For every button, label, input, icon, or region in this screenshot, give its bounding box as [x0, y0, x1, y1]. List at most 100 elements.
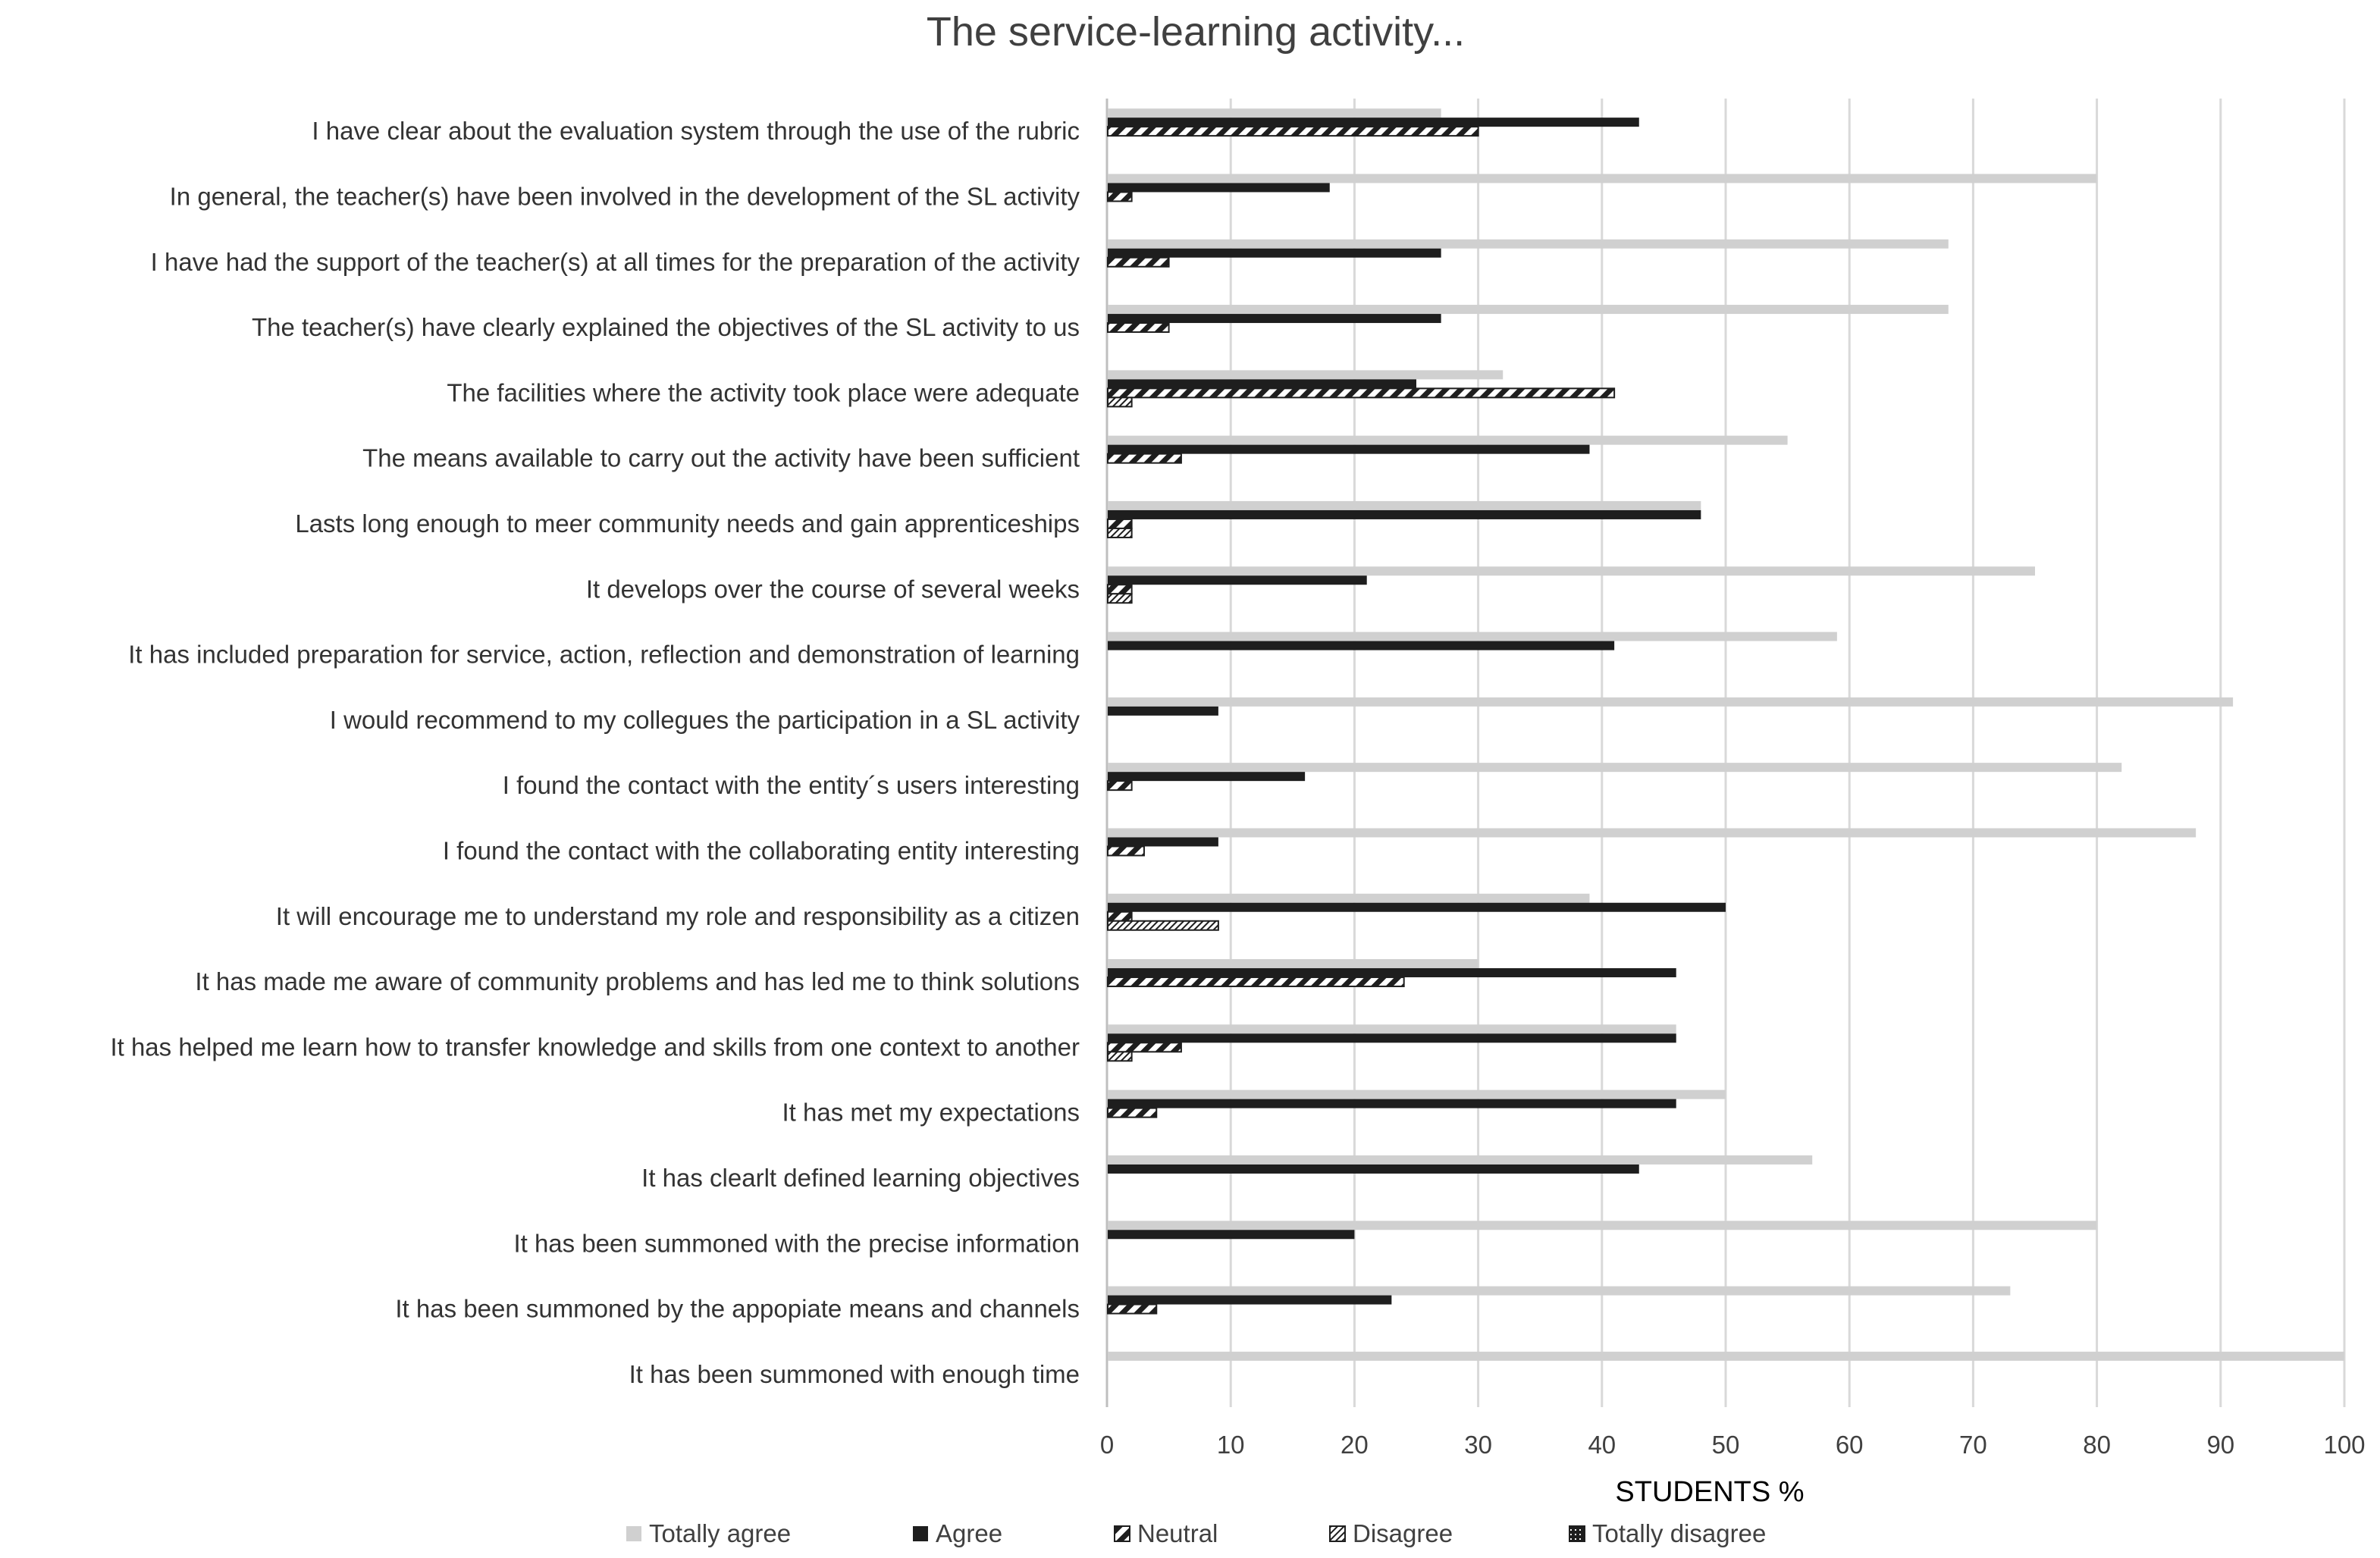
bar-totally-agree: [1108, 566, 2035, 576]
gridlines: [1105, 99, 2346, 1407]
bar-neutral: [1107, 976, 1405, 988]
x-tick-label: 80: [2083, 1431, 2111, 1459]
legend-swatch: [913, 1526, 928, 1541]
x-axis-label: STUDENTS %: [1615, 1476, 1804, 1508]
bar-disagree: [1107, 1051, 1133, 1062]
bar-disagree: [1107, 593, 1133, 604]
x-tick-label: 50: [1712, 1431, 1740, 1459]
bar-totally-agree: [1108, 697, 2234, 707]
legend-swatch: [626, 1526, 641, 1541]
bar-agree: [1108, 1230, 1355, 1240]
bar-agree: [1108, 379, 1416, 389]
bar-totally-agree: [1108, 1089, 1726, 1099]
bar-totally-agree: [1108, 500, 1701, 510]
bar-totally-agree: [1108, 763, 2122, 773]
bar-agree: [1108, 183, 1330, 193]
bar-totally-agree: [1108, 1024, 1676, 1034]
bar-disagree: [1107, 397, 1133, 408]
legend-label: Neutral: [1137, 1519, 1218, 1547]
category-label: Lasts long enough to meer community need…: [295, 509, 1080, 538]
x-tick-label: 10: [1217, 1431, 1245, 1459]
legend-swatch: [1569, 1525, 1585, 1542]
bar-neutral: [1107, 453, 1182, 464]
bar-agree: [1108, 641, 1615, 650]
legend: Totally agree Agree Neutral Disagree Totally…: [626, 1519, 1766, 1547]
category-label: It has made me aware of community proble…: [195, 967, 1080, 995]
bar-agree: [1108, 1033, 1676, 1043]
bar-totally-agree: [1108, 632, 1837, 641]
category-label: It has met my expectations: [782, 1099, 1080, 1127]
bar-totally-agree: [1108, 1286, 2011, 1296]
bar-agree: [1108, 118, 1639, 127]
bar-agree: [1108, 772, 1306, 782]
legend-label: Disagree: [1353, 1519, 1453, 1547]
category-label: The facilities where the activity took p…: [447, 378, 1080, 406]
bar-totally-agree: [1108, 959, 1478, 969]
bar-neutral: [1107, 1303, 1158, 1315]
category-label: The means available to carry out the act…: [362, 444, 1080, 472]
legend-label: Totally disagree: [1592, 1519, 1766, 1547]
x-tick-labels: 0 10 20 30 40 50 60 70 80 90 100: [1100, 1431, 2366, 1459]
bar-agree: [1108, 1295, 1392, 1305]
category-label: It has included preparation for service,…: [128, 641, 1080, 669]
x-tick-label: 90: [2206, 1431, 2234, 1459]
legend-swatch: [1329, 1525, 1346, 1542]
category-label: It has been summoned with the precise in…: [513, 1229, 1080, 1257]
bar-disagree: [1107, 920, 1219, 931]
chart-title: The service-learning activity...: [927, 9, 1465, 55]
bar-totally-agree: [1108, 1155, 1813, 1165]
bar-neutral: [1107, 1042, 1182, 1053]
bars: [1107, 108, 2344, 1361]
category-label: It has clearlt defined learning objectiv…: [641, 1164, 1080, 1192]
x-tick-label: 40: [1588, 1431, 1616, 1459]
bar-totally-agree: [1108, 239, 1949, 249]
bar-neutral: [1107, 845, 1145, 857]
bar-totally-agree: [1108, 828, 2197, 838]
category-label: It develops over the course of several w…: [586, 575, 1080, 603]
category-label: The teacher(s) have clearly explained th…: [252, 313, 1080, 341]
bar-agree: [1108, 509, 1701, 519]
bar-agree: [1108, 248, 1441, 258]
bar-totally-agree: [1108, 108, 1441, 118]
x-tick-label: 70: [1959, 1431, 1987, 1459]
bar-neutral: [1107, 256, 1170, 268]
bar-neutral: [1107, 1107, 1158, 1118]
x-tick-label: 30: [1464, 1431, 1492, 1459]
bar-totally-agree: [1108, 893, 1590, 903]
x-tick-label: 0: [1100, 1431, 1114, 1459]
bar-agree: [1108, 314, 1441, 324]
category-label: It has been summoned with enough time: [629, 1360, 1080, 1388]
category-label: I would recommend to my collegues the pa…: [330, 706, 1080, 734]
bar-neutral: [1107, 584, 1133, 595]
bar-agree: [1108, 444, 1590, 454]
category-label: In general, the teacher(s) have been inv…: [170, 182, 1080, 210]
bar-totally-agree: [1108, 174, 2097, 183]
bar-totally-agree: [1108, 370, 1504, 380]
legend-label: Totally agree: [649, 1519, 791, 1547]
category-label: I have clear about the evaluation system…: [312, 117, 1080, 145]
bar-neutral: [1107, 780, 1133, 792]
bar-agree: [1108, 575, 1367, 585]
bar-neutral: [1107, 911, 1133, 922]
category-label: It has helped me learn how to transfer k…: [110, 1033, 1080, 1061]
bar-neutral: [1107, 518, 1133, 529]
category-label: It will encourage me to understand my ro…: [276, 902, 1080, 930]
category-labels: I have clear about the evaluation system…: [110, 117, 1080, 1388]
legend-label: Agree: [936, 1519, 1002, 1547]
bar-agree: [1108, 902, 1726, 912]
category-label: I found the contact with the entity´s us…: [503, 771, 1080, 799]
bar-agree: [1108, 968, 1676, 978]
bar-neutral: [1107, 322, 1170, 334]
x-tick-label: 100: [2323, 1431, 2365, 1459]
bar-neutral: [1107, 126, 1479, 137]
category-label: I found the contact with the collaborati…: [443, 836, 1080, 864]
bar-neutral: [1107, 387, 1616, 399]
bar-agree: [1108, 1164, 1639, 1174]
bar-totally-agree: [1108, 1351, 2344, 1361]
category-label: I have had the support of the teacher(s)…: [151, 248, 1080, 276]
x-tick-label: 20: [1341, 1431, 1369, 1459]
bar-totally-agree: [1108, 1221, 2097, 1230]
category-label: It has been summoned by the appopiate me…: [395, 1295, 1080, 1323]
bar-neutral: [1107, 191, 1133, 202]
